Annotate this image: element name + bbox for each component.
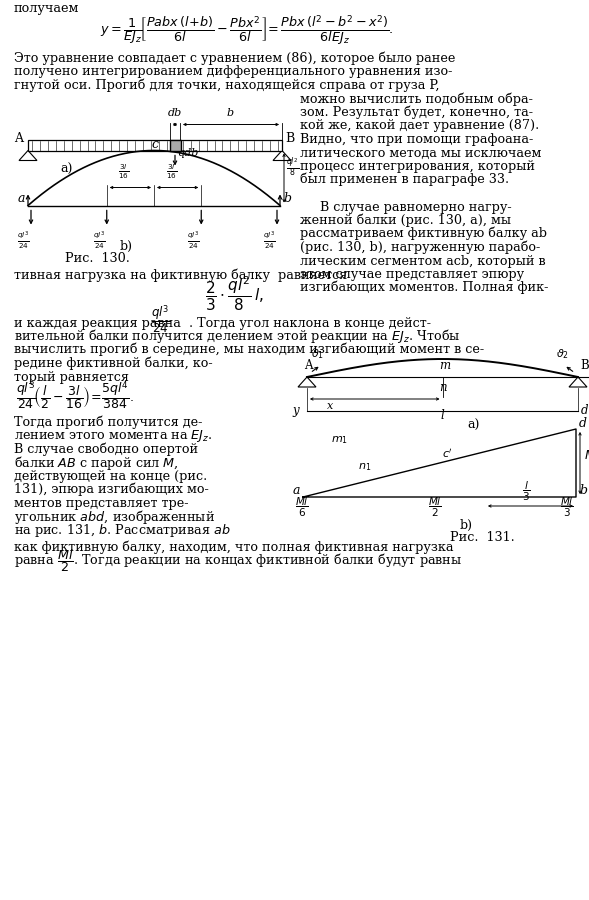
Text: $y = \dfrac{1}{EJ_z} \!\left[ \dfrac{Pabx\,(l\!+\!b)}{6l} - \dfrac{Pbx^2}{6l} \r: $y = \dfrac{1}{EJ_z} \!\left[ \dfrac{Pab… [100, 14, 393, 48]
Text: (рис. 130, b), нагруженную парабо-: (рис. 130, b), нагруженную парабо- [300, 240, 540, 254]
Text: b: b [579, 484, 587, 497]
Text: $\dfrac{ql^3}{24}$: $\dfrac{ql^3}{24}$ [151, 304, 170, 337]
Text: d: d [581, 404, 588, 417]
Text: редине фиктивной балки, ко-: редине фиктивной балки, ко- [14, 356, 213, 370]
Text: угольник $abd$, изображенный: угольник $abd$, изображенный [14, 508, 215, 526]
Text: и каждая реакция равна: и каждая реакция равна [14, 317, 185, 329]
Text: тивная нагрузка на фиктивную балку  равняется: тивная нагрузка на фиктивную балку равня… [14, 269, 348, 283]
Text: лением этого момента на $EJ_z$.: лением этого момента на $EJ_z$. [14, 428, 213, 445]
Text: процесс интегрирования, который: процесс интегрирования, который [300, 160, 535, 173]
Text: равна $\dfrac{Ml}{2}$. Тогда реакции на концах фиктивной балки будут равны: равна $\dfrac{Ml}{2}$. Тогда реакции на … [14, 547, 462, 574]
Text: $\dfrac{l}{3}$: $\dfrac{l}{3}$ [522, 481, 531, 503]
Text: Тогда прогиб получится де-: Тогда прогиб получится де- [14, 416, 203, 429]
Bar [170, 140, 181, 150]
Text: b): b) [120, 239, 133, 253]
Text: a: a [18, 193, 25, 205]
Text: l: l [441, 409, 444, 422]
Text: n: n [439, 381, 447, 394]
Text: $M$: $M$ [584, 449, 589, 462]
Bar [28, 140, 282, 150]
Text: балки $AB$ с парой сил $M$,: балки $AB$ с парой сил $M$, [14, 454, 179, 472]
Text: $\frac{ql^3}{24}$: $\frac{ql^3}{24}$ [92, 230, 105, 251]
Text: зом. Результат будет, конечно, та-: зом. Результат будет, конечно, та- [300, 105, 533, 119]
Text: a): a) [468, 419, 480, 432]
Text: изгибающих моментов. Полная фик-: изгибающих моментов. Полная фик- [300, 281, 548, 294]
Text: db: db [168, 109, 182, 119]
Text: b: b [283, 193, 291, 205]
Text: вительной балки получится делением этой реакции на $EJ_z$. Чтобы: вительной балки получится делением этой … [14, 327, 461, 345]
Text: $\frac{3l}{16}$: $\frac{3l}{16}$ [166, 162, 177, 181]
Text: $\frac{ql^3}{24}$: $\frac{ql^3}{24}$ [263, 230, 276, 251]
Text: Рис.  130.: Рис. 130. [65, 253, 130, 266]
Text: $\dfrac{Ml}{6}$: $\dfrac{Ml}{6}$ [295, 496, 309, 519]
Text: B: B [580, 359, 589, 372]
Text: Рис.  131.: Рис. 131. [449, 531, 514, 544]
Text: $c'$: $c'$ [442, 447, 452, 460]
Text: b): b) [459, 519, 472, 532]
Text: был применен в параграфе 33.: был применен в параграфе 33. [300, 173, 509, 186]
Text: 131), эпюра изгибающих мо-: 131), эпюра изгибающих мо- [14, 483, 209, 497]
Text: В случае равномерно нагру-: В случае равномерно нагру- [300, 201, 512, 213]
Text: a): a) [60, 163, 72, 176]
Text: $\dfrac{Ml}{2}$: $\dfrac{Ml}{2}$ [428, 496, 441, 519]
Text: A: A [304, 359, 313, 372]
Text: действующей на конце (рис.: действующей на конце (рис. [14, 470, 207, 483]
Text: Видно, что при помощи графоана-: Видно, что при помощи графоана- [300, 133, 533, 146]
Text: гнутой оси. Прогиб для точки, находящейся справа от груза P,: гнутой оси. Прогиб для точки, находящейс… [14, 78, 439, 92]
Text: женной балки (рис. 130, a), мы: женной балки (рис. 130, a), мы [300, 213, 511, 227]
Text: $\vartheta_1$: $\vartheta_1$ [311, 347, 324, 361]
Text: на рис. 131, $b$. Рассматривая $ab$: на рис. 131, $b$. Рассматривая $ab$ [14, 522, 230, 539]
Text: $\dfrac{2}{3} \cdot \dfrac{ql^2}{8}\, l,$: $\dfrac{2}{3} \cdot \dfrac{ql^2}{8}\, l,… [205, 275, 264, 313]
Text: $\vartheta_2$: $\vartheta_2$ [556, 347, 569, 361]
Text: $\frac{3l}{16}$: $\frac{3l}{16}$ [118, 162, 130, 181]
Text: $\frac{ql^3}{24}$: $\frac{ql^3}{24}$ [17, 230, 29, 251]
Text: $\frac{ql^2}{8}$: $\frac{ql^2}{8}$ [286, 157, 299, 178]
Text: $\dfrac{Ml}{3}$: $\dfrac{Ml}{3}$ [560, 496, 574, 519]
Text: торый равняется: торый равняется [14, 371, 129, 383]
Text: Это уравнение совпадает с уравнением (86), которое было ранее: Это уравнение совпадает с уравнением (86… [14, 51, 455, 65]
Text: d: d [579, 417, 587, 430]
Text: как фиктивную балку, находим, что полная фиктивная нагрузка: как фиктивную балку, находим, что полная… [14, 541, 454, 554]
Text: вычислить прогиб в середине, мы находим изгибающий момент в се-: вычислить прогиб в середине, мы находим … [14, 343, 484, 356]
Text: . Тогда угол наклона в конце дейст-: . Тогда угол наклона в конце дейст- [189, 317, 431, 329]
Text: ментов представляет тре-: ментов представляет тре- [14, 497, 188, 510]
Text: b: b [227, 109, 234, 119]
Text: m: m [439, 359, 451, 372]
Text: $\dfrac{ql^3}{24}\!\left(\dfrac{l}{2} - \dfrac{3l}{16}\right)\!=\!\dfrac{5ql^4}{: $\dfrac{ql^3}{24}\!\left(\dfrac{l}{2} - … [16, 380, 134, 412]
Text: a: a [293, 484, 300, 497]
Text: кой же, какой дает уравнение (87).: кой же, какой дает уравнение (87). [300, 120, 540, 132]
Text: этом случае представляет эпюру: этом случае представляет эпюру [300, 268, 524, 281]
Text: B: B [285, 132, 294, 146]
Text: $\frac{ql^3}{24}$: $\frac{ql^3}{24}$ [187, 230, 200, 251]
Text: x: x [327, 401, 333, 411]
Text: A: A [14, 132, 23, 146]
Text: можно вычислить подобным обра-: можно вычислить подобным обра- [300, 92, 533, 105]
Text: литического метода мы исключаем: литического метода мы исключаем [300, 147, 541, 159]
Text: y: y [292, 404, 299, 417]
Text: $n_1$: $n_1$ [358, 461, 371, 472]
Text: получено интегрированием дифференциального уравнения изо-: получено интегрированием дифференциально… [14, 66, 452, 78]
Text: лическим сегментом acb, который в: лическим сегментом acb, который в [300, 255, 545, 267]
Text: $m_1$: $m_1$ [331, 434, 348, 446]
Text: qdb: qdb [177, 148, 198, 157]
Text: получаем: получаем [14, 2, 80, 15]
Text: рассматриваем фиктивную балку ab: рассматриваем фиктивную балку ab [300, 227, 547, 240]
Text: В случае свободно опертой: В случае свободно опертой [14, 443, 198, 456]
Text: c: c [151, 138, 158, 150]
